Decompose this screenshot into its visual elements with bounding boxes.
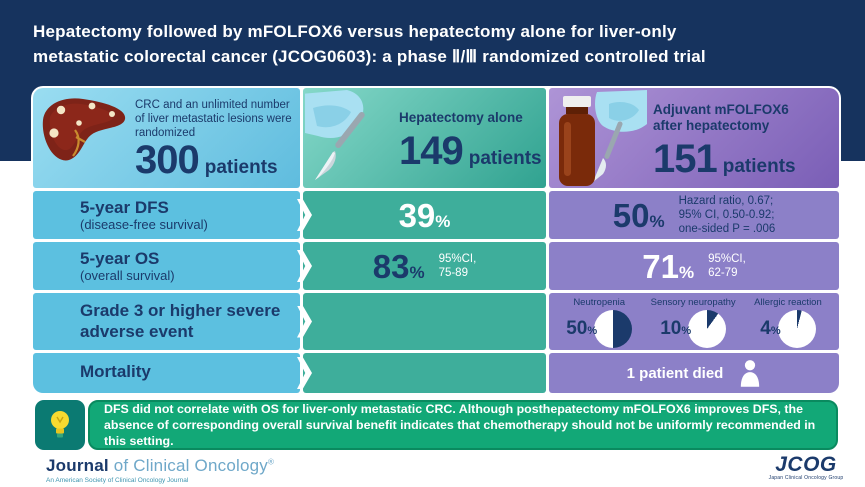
table-header-row: CRC and an unlimited number of liver met… xyxy=(33,88,839,188)
os-row: 5-year OS (overall survival) 83% 95%CI, … xyxy=(33,242,839,290)
pie-allergic-reaction-value: 4% xyxy=(760,318,781,339)
surgery-arm-name: Hepatectomy alone xyxy=(399,110,523,125)
dfs-label: 5-year DFS xyxy=(80,198,169,217)
cohort-header-cell: CRC and an unlimited number of liver met… xyxy=(33,88,300,188)
pie-sensory-neuropathy-chart xyxy=(688,310,727,348)
conclusion-banner: DFS did not correlate with OS for liver-… xyxy=(35,400,838,450)
pie-allergic-reaction-label: Allergic reaction xyxy=(754,297,822,308)
pie-allergic-reaction-chart xyxy=(777,310,816,348)
mortality-surgery-cell xyxy=(303,353,546,393)
title-line-1: Hepatectomy followed by mFOLFOX6 versus … xyxy=(33,22,677,41)
mortality-chemo-cell: 1 patient died xyxy=(549,353,839,393)
conclusion-body: DFS did not correlate with OS for liver-… xyxy=(88,400,838,450)
os-chemo-cell: 71% 95%CI, 62-79 xyxy=(549,242,839,290)
cohort-count-unit: patients xyxy=(204,157,278,178)
dfs-surgery-unit: % xyxy=(435,211,451,231)
pie-neutropenia-label: Neutropenia xyxy=(573,297,626,308)
lightbulb-icon xyxy=(51,411,69,438)
dfs-hazard-note: Hazard ratio, 0.67; 95% CI, 0.50-0.92; o… xyxy=(678,195,776,235)
pie-neutropenia-value: 50% xyxy=(566,318,598,339)
pie-sensory-neuropathy: Sensory neuropathy 10% xyxy=(651,297,736,348)
dfs-surgery-value: 39 xyxy=(398,196,436,234)
os-surgery-value: 83 xyxy=(372,247,410,285)
pie-neutropenia: Neutropenia 50% xyxy=(566,297,633,348)
adverse-pie-charts: Neutropenia 50% Sensory neuropathy 10% xyxy=(549,293,839,350)
adverse-event-row: Grade 3 or higher severe adverse event N… xyxy=(33,293,839,350)
registered-mark: ® xyxy=(267,457,275,467)
jcog-tagline: Japan Clinical Oncology Group xyxy=(768,475,844,481)
cohort-text-block: CRC and an unlimited number of liver met… xyxy=(135,98,295,180)
os-chemo-ci-note: 95%CI, 62-79 xyxy=(708,253,746,279)
chemo-arm-header-cell: Adjuvant mFOLFOX6 after hepatectomy 151 p… xyxy=(549,88,839,188)
liver-icon xyxy=(42,98,126,161)
chemo-arm-name: Adjuvant mFOLFOX6 after hepatectomy xyxy=(653,102,789,133)
adverse-surgery-cell xyxy=(303,293,546,350)
dfs-chemo-unit: % xyxy=(649,211,665,231)
pie-neutropenia-chart xyxy=(594,310,633,348)
surgery-arm-header-cell: Hepatectomy alone 149 patients xyxy=(303,88,546,188)
conclusion-text: DFS did not correlate with OS for liver-… xyxy=(104,402,816,448)
chemo-arm-text-block: Adjuvant mFOLFOX6 after hepatectomy 151 p… xyxy=(653,102,803,179)
results-table: CRC and an unlimited number of liver met… xyxy=(31,86,841,395)
cohort-count: 300 xyxy=(135,138,200,182)
os-label: 5-year OS xyxy=(80,249,160,268)
scalpel-hand-icon xyxy=(305,90,365,180)
person-icon xyxy=(741,360,760,387)
journal-logo-rest: of Clinical Oncology xyxy=(108,456,268,475)
journal-logo-bold: Journal xyxy=(46,456,109,475)
page-title: Hepatectomy followed by mFOLFOX6 versus … xyxy=(33,19,845,69)
surgery-arm-text-block: Hepatectomy alone 149 patients xyxy=(399,110,542,173)
dfs-surgery-cell: 39% xyxy=(303,191,546,239)
os-label-cell: 5-year OS (overall survival) xyxy=(33,242,300,290)
surgery-arm-count: 149 xyxy=(399,129,464,173)
dfs-chemo-value: 50 xyxy=(612,196,650,234)
os-surgery-ci-note: 95%CI, 75-89 xyxy=(438,253,477,279)
adverse-label: Grade 3 or higher severe adverse event xyxy=(80,301,281,341)
chemo-arm-count: 151 xyxy=(653,137,718,181)
medicine-bottle-icon xyxy=(559,90,647,186)
os-chemo-unit: % xyxy=(678,262,695,282)
journal-tagline: An American Society of Clinical Oncology… xyxy=(46,477,189,484)
lightbulb-box xyxy=(35,400,85,450)
mortality-row: Mortality 1 patient died xyxy=(33,353,839,393)
dfs-chemo-cell: 50% Hazard ratio, 0.67; 95% CI, 0.50-0.9… xyxy=(549,191,839,239)
os-sublabel: (overall survival) xyxy=(80,268,175,283)
title-line-2: metastatic colorectal cancer (JCOG0603):… xyxy=(33,47,706,66)
jcog-logo-text: JCOG xyxy=(775,453,837,476)
pie-allergic-reaction: Allergic reaction 4% xyxy=(754,297,822,348)
cohort-description: CRC and an unlimited number of liver met… xyxy=(135,99,292,139)
mortality-label: Mortality xyxy=(80,362,151,381)
chemo-arm-count-unit: patients xyxy=(722,156,796,177)
mortality-label-cell: Mortality xyxy=(33,353,300,393)
adverse-label-cell: Grade 3 or higher severe adverse event xyxy=(33,293,300,350)
adverse-chemo-cell: Neutropenia 50% Sensory neuropathy 10% xyxy=(549,293,839,350)
os-surgery-cell: 83% 95%CI, 75-89 xyxy=(303,242,546,290)
jcog-logo: JCOG Japan Clinical Oncology Group xyxy=(762,453,850,481)
dfs-sublabel: (disease-free survival) xyxy=(80,217,208,232)
dfs-label-cell: 5-year DFS (disease-free survival) xyxy=(33,191,300,239)
pie-sensory-neuropathy-value: 10% xyxy=(660,318,692,339)
os-surgery-unit: % xyxy=(409,262,425,282)
surgery-arm-count-unit: patients xyxy=(468,148,542,169)
dfs-row: 5-year DFS (disease-free survival) 39% 5… xyxy=(33,191,839,239)
mortality-text: 1 patient died xyxy=(626,364,724,382)
pie-sensory-neuropathy-label: Sensory neuropathy xyxy=(650,297,736,308)
os-chemo-value: 71 xyxy=(642,247,679,285)
journal-logo: Journal of Clinical Oncology® An America… xyxy=(46,456,274,484)
